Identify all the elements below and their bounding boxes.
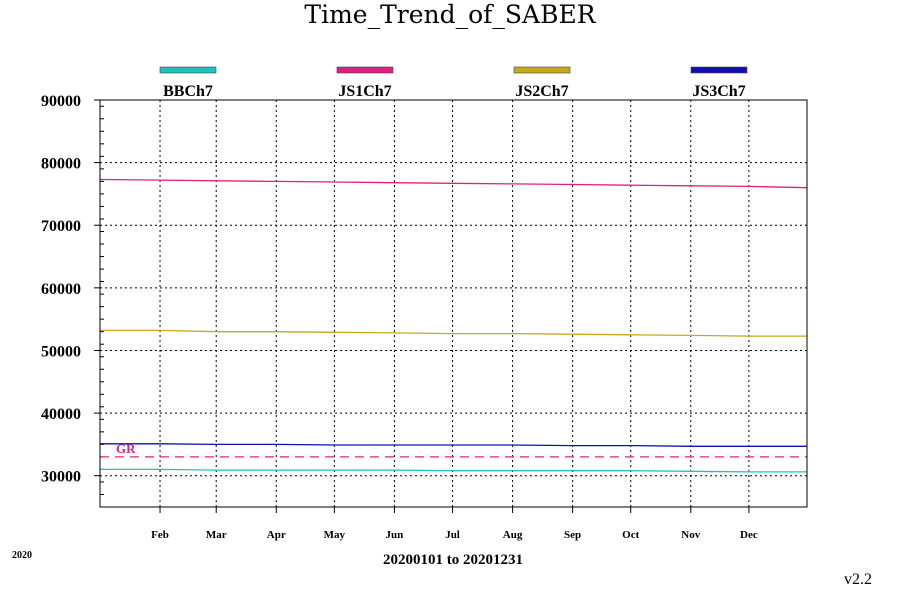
y-tick-label: 70000: [41, 218, 81, 235]
x-tick-label: Apr: [267, 529, 286, 541]
legend-swatch-js1ch7: [336, 66, 394, 74]
plot-frame: [99, 99, 808, 508]
x-tick-label: Jun: [386, 529, 404, 541]
x-tick-label: Mar: [206, 529, 227, 541]
legend: BBCh7 JS1Ch7 JS2Ch7 JS3Ch7: [159, 66, 748, 100]
x-tick-label: Oct: [622, 529, 639, 541]
legend-swatch-js3ch7: [690, 66, 748, 74]
x-tick-label: Sep: [564, 529, 581, 541]
y-tick-label: 90000: [41, 93, 81, 110]
series-line-js2ch7: [100, 329, 807, 337]
x-tick-label: Jul: [445, 529, 460, 541]
x-axis-label: 20200101 to 20201231: [383, 552, 523, 568]
x-tick-label: May: [324, 529, 346, 541]
y-tick-label: 80000: [41, 156, 81, 173]
series-line-bbch7: [100, 468, 807, 473]
x-tick-label: Nov: [681, 529, 700, 541]
series-line-js3ch7: [100, 443, 807, 447]
legend-swatch-bbch7: [159, 66, 217, 74]
legend-label-bbch7: BBCh7: [163, 83, 213, 100]
series-line-js1ch7: [99, 178, 808, 189]
y-tick-label: 50000: [41, 343, 81, 360]
x-tick-label: Dec: [740, 529, 758, 541]
legend-label-js1ch7: JS1Ch7: [338, 83, 391, 100]
legend-swatch-js2ch7: [513, 66, 571, 74]
y-tick-label: 40000: [41, 406, 81, 423]
reference-line-label: GR: [116, 441, 136, 456]
y-tick-label: 60000: [41, 281, 81, 298]
x-tick-label: Feb: [151, 529, 169, 541]
version-label: v2.2: [844, 571, 872, 588]
series-lines: [99, 178, 808, 473]
legend-label-js3ch7: JS3Ch7: [692, 83, 745, 100]
reference-line-group: GR: [100, 441, 807, 458]
x-tick-label: Aug: [503, 529, 523, 541]
chart-title: Time_Trend_of_SABER: [304, 0, 596, 29]
legend-label-js2ch7: JS2Ch7: [515, 83, 568, 100]
y-tick-label: 30000: [41, 469, 81, 486]
x-axis-ticks: Feb Mar Apr May Jun Jul Aug Sep Oct Nov Dec: [151, 507, 758, 541]
y-axis-ticks: 30000 40000 50000 60000 70000 80000 90000: [41, 93, 104, 508]
year-label: 2020: [12, 550, 32, 561]
